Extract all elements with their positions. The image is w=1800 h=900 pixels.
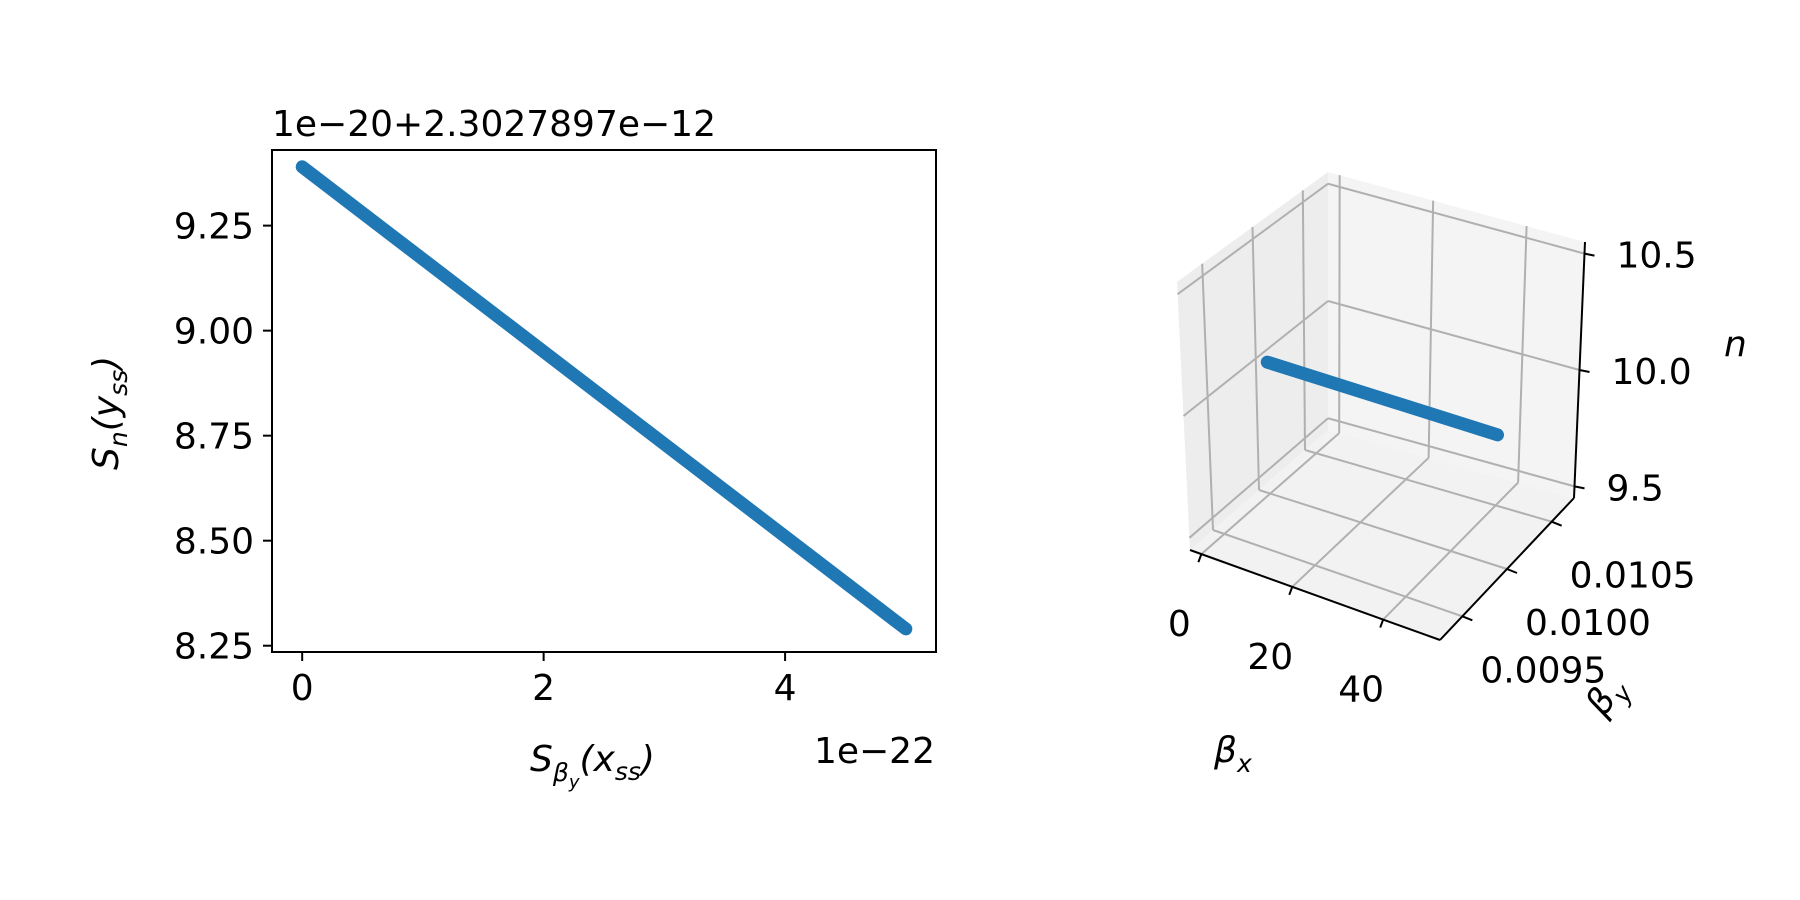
x-label-sub: β <box>552 758 569 787</box>
grid-group <box>1176 175 1585 621</box>
series-group-3d <box>1260 355 1504 442</box>
y-label-close: ) <box>86 356 127 373</box>
y-tick-label-3d: 0.0095 <box>1480 650 1606 691</box>
z-tick-label-3d: 10.5 <box>1617 236 1697 277</box>
tick-mark-3d <box>1551 520 1563 527</box>
x-tick-label-3d: 40 <box>1338 670 1384 711</box>
series-group <box>295 160 913 636</box>
x-tick-label-3d: 0 <box>1168 604 1191 645</box>
x-tick-label: 2 <box>532 668 555 709</box>
x-tick-label: 0 <box>291 668 314 709</box>
x-axis-label-3d: βx <box>1213 730 1252 778</box>
pane-group <box>1177 172 1585 640</box>
grid-line <box>1327 182 1585 255</box>
z-axis-label-3d: n <box>1724 324 1747 365</box>
grid-line <box>1258 489 1508 570</box>
tick-mark-3d <box>1461 615 1473 622</box>
y-label-arg-sub: ss <box>104 370 133 396</box>
grid-line <box>1327 300 1580 371</box>
offset-text: 1e−20+2.3027897e−12 <box>272 104 716 145</box>
tick-mark-3d <box>1288 586 1294 596</box>
y-tick-label: 9.25 <box>174 207 254 248</box>
axis-line <box>1189 549 1441 641</box>
y-axis-label: Sn(yss) <box>86 356 133 470</box>
grid-line <box>1304 449 1552 523</box>
x-tick-label: 4 <box>774 668 797 709</box>
y-tick-label-3d: 0.0100 <box>1525 603 1651 644</box>
x-scale-text: 1e−22 <box>814 731 935 772</box>
tick-mark-3d <box>1506 568 1518 574</box>
y-label-arg: (y <box>86 395 127 431</box>
y-ticks: 8.25 8.50 8.75 9.00 9.25 <box>174 207 272 668</box>
x-label-subsub: y <box>568 772 580 793</box>
floor-pane <box>1190 430 1574 640</box>
ticks-3d: 0 20 40 0.0095 0.0100 0.0105 9.5 10.0 10.5 <box>1168 236 1697 711</box>
x-label-arg: (x <box>579 739 615 780</box>
y-label-main: S <box>86 447 127 470</box>
tick-mark-3d <box>1579 369 1590 373</box>
plot-frame <box>271 149 937 653</box>
x-tick-label-3d: 20 <box>1247 637 1293 678</box>
y-tick-label: 8.75 <box>174 417 254 458</box>
y-tick-label: 8.25 <box>174 627 254 668</box>
y-tick-label: 8.50 <box>174 522 254 563</box>
x3-label-main: β <box>1213 730 1237 771</box>
grid-line <box>1182 300 1329 417</box>
line-chart-2d: 0 2 4 8.25 8.50 8.75 9.00 9.25 1e−20+2.3027897… <box>86 104 937 793</box>
x-axis-label: Sβy(xss) <box>530 739 655 793</box>
x-ticks: 0 2 4 <box>291 652 797 709</box>
x3-label-sub: x <box>1236 749 1252 778</box>
z-tick-label-3d: 10.0 <box>1612 352 1692 393</box>
tick-mark-3d <box>1574 485 1585 490</box>
tick-mark-3d <box>1584 252 1595 257</box>
tick-mark-3d <box>1197 553 1203 563</box>
series-line-3d <box>1260 355 1504 442</box>
z-tick-label-3d: 9.5 <box>1607 468 1664 509</box>
x-label-close: ) <box>638 739 655 780</box>
y-label-sub: n <box>104 431 133 447</box>
grid-line <box>1188 417 1329 539</box>
tick-mark-3d <box>1379 619 1385 628</box>
grid-line <box>1176 182 1329 295</box>
y-tick-label: 9.00 <box>174 312 254 353</box>
y-tick-label-3d: 0.0105 <box>1570 556 1696 597</box>
x-label-main: S <box>530 739 553 780</box>
series-line <box>295 160 913 636</box>
x-label-arg-sub: ss <box>615 757 641 786</box>
grid-line <box>1327 417 1575 488</box>
grid-line <box>1212 529 1463 618</box>
